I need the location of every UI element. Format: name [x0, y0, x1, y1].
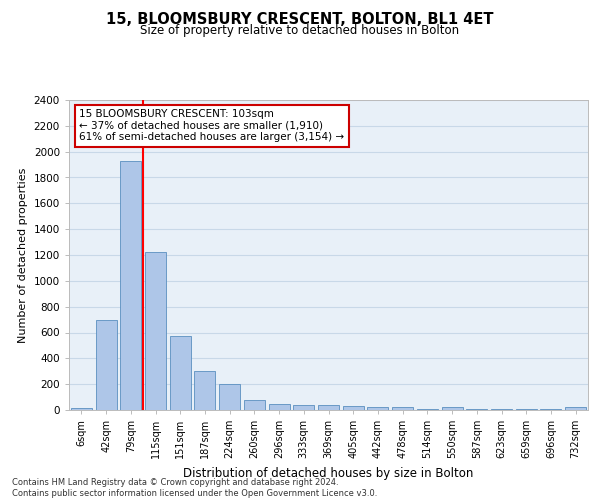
- Text: Contains HM Land Registry data © Crown copyright and database right 2024.
Contai: Contains HM Land Registry data © Crown c…: [12, 478, 377, 498]
- Text: Size of property relative to detached houses in Bolton: Size of property relative to detached ho…: [140, 24, 460, 37]
- Bar: [392, 408, 413, 410]
- Bar: [269, 404, 290, 410]
- Bar: [343, 406, 364, 410]
- Bar: [71, 408, 92, 410]
- Bar: [95, 320, 116, 410]
- Bar: [293, 406, 314, 410]
- Bar: [244, 400, 265, 410]
- Bar: [565, 408, 586, 410]
- Bar: [367, 407, 388, 410]
- Bar: [194, 370, 215, 410]
- Bar: [219, 384, 240, 410]
- Bar: [442, 408, 463, 410]
- Y-axis label: Number of detached properties: Number of detached properties: [18, 168, 28, 342]
- Bar: [120, 160, 141, 410]
- X-axis label: Distribution of detached houses by size in Bolton: Distribution of detached houses by size …: [184, 466, 473, 479]
- Text: 15, BLOOMSBURY CRESCENT, BOLTON, BL1 4ET: 15, BLOOMSBURY CRESCENT, BOLTON, BL1 4ET: [106, 12, 494, 28]
- Text: 15 BLOOMSBURY CRESCENT: 103sqm
← 37% of detached houses are smaller (1,910)
61% : 15 BLOOMSBURY CRESCENT: 103sqm ← 37% of …: [79, 110, 344, 142]
- Bar: [170, 336, 191, 410]
- Bar: [145, 252, 166, 410]
- Bar: [318, 406, 339, 410]
